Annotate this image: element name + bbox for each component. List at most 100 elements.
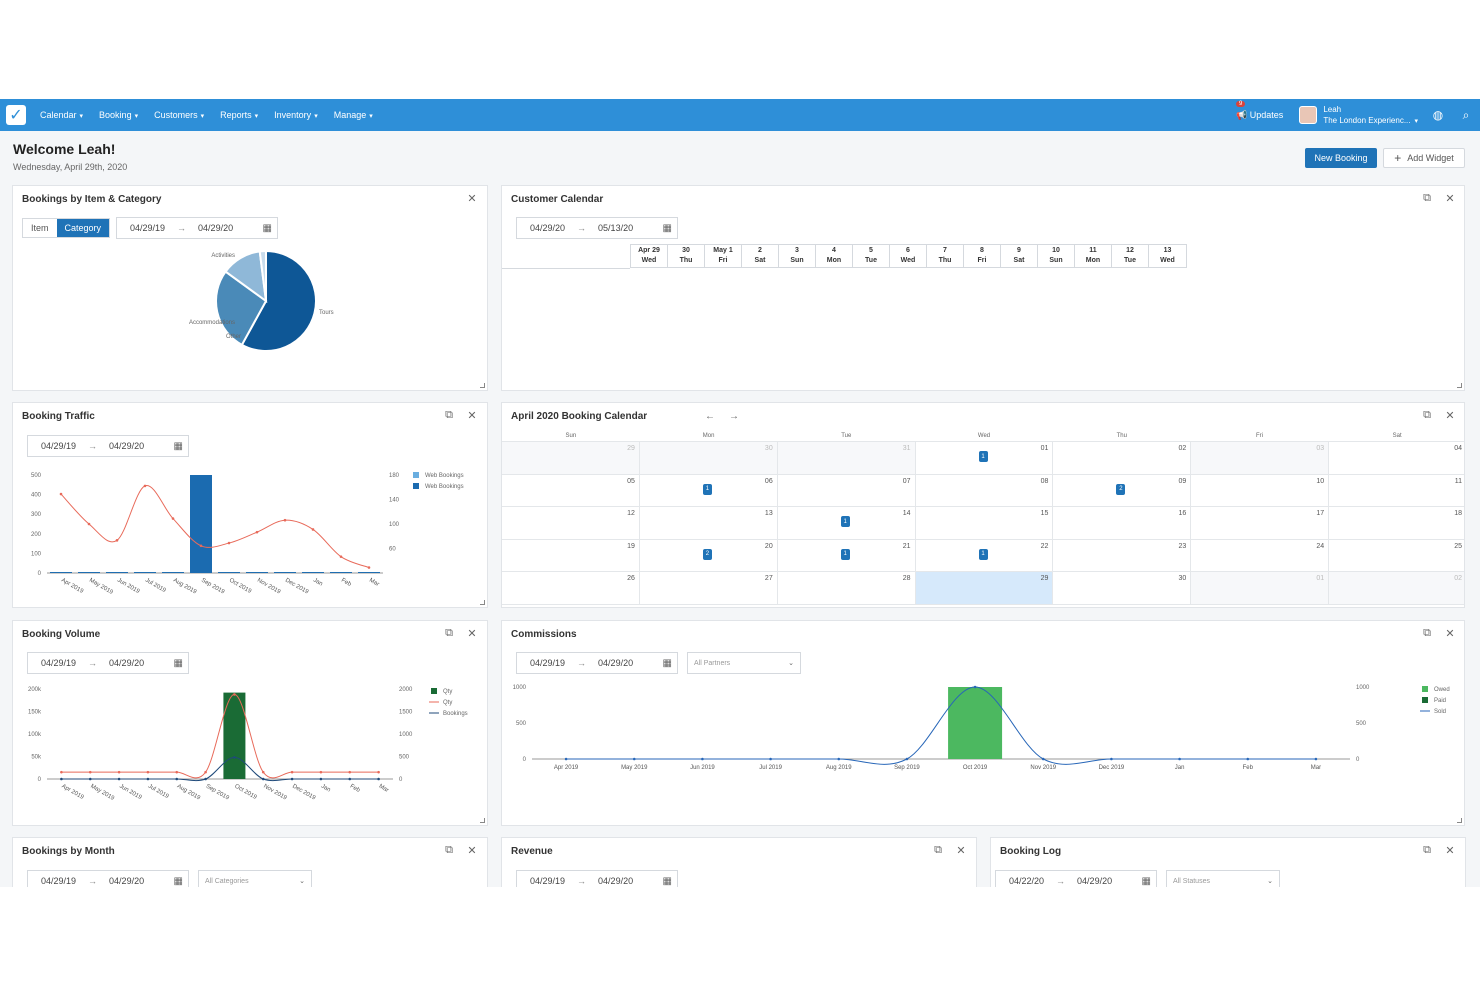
expand-icon[interactable]: ⧉ xyxy=(445,409,453,421)
chart-point xyxy=(290,770,294,774)
y-tick-label: 1000 xyxy=(513,685,527,691)
close-icon[interactable]: ✕ xyxy=(1445,628,1455,640)
nav-calendar[interactable]: Calendar ▾ xyxy=(40,110,84,120)
date-range-picker[interactable]: 04/29/19 → 04/29/20 ▦ xyxy=(27,870,189,887)
calendar-day[interactable]: 16 xyxy=(1053,507,1192,539)
calendar-day[interactable]: 29 xyxy=(502,442,640,474)
calendar-day[interactable]: 30 xyxy=(639,442,778,474)
booking-count-badge[interactable]: 2 xyxy=(702,548,712,560)
nav-booking[interactable]: Booking ▾ xyxy=(99,110,139,120)
expand-icon[interactable]: ⧉ xyxy=(445,844,453,856)
close-icon[interactable]: ✕ xyxy=(467,845,477,857)
calendar-day[interactable]: 07 xyxy=(778,474,916,507)
calendar-day[interactable]: 01 xyxy=(1191,572,1330,604)
toggle-item[interactable]: Item xyxy=(31,223,49,233)
resize-handle[interactable] xyxy=(480,600,485,605)
date-range-picker[interactable]: 04/29/19 → 04/29/20 ▦ xyxy=(516,652,678,674)
toggle-category[interactable]: Category xyxy=(56,219,110,237)
calendar-day[interactable]: 04 xyxy=(1329,442,1464,474)
close-icon[interactable]: ✕ xyxy=(467,410,477,422)
partners-select[interactable]: All Partners ⌄ xyxy=(687,652,801,674)
search-icon[interactable]: ⌕ xyxy=(1462,107,1470,122)
calendar-day[interactable]: 23 xyxy=(1053,539,1192,572)
add-widget-button[interactable]: + Add Widget xyxy=(1383,148,1465,168)
next-month-arrow-icon[interactable]: → xyxy=(729,410,739,422)
resize-handle[interactable] xyxy=(480,818,485,823)
calendar-day[interactable]: 25 xyxy=(1329,540,1464,572)
checkmark-logo-icon[interactable]: ✓ xyxy=(6,105,26,125)
calendar-icon: ▦ xyxy=(662,875,672,887)
calendar-day[interactable]: 06 1 xyxy=(640,474,778,507)
statuses-select[interactable]: All Statuses ⌄ xyxy=(1166,870,1280,887)
booking-count-badge[interactable]: 1 xyxy=(840,516,850,528)
calendar-day[interactable]: 01 1 xyxy=(916,442,1054,474)
calendar-day[interactable]: 13 xyxy=(640,507,778,539)
expand-icon[interactable]: ⧉ xyxy=(445,627,453,639)
help-icon[interactable]: ◍ xyxy=(1432,108,1444,122)
date-range-picker[interactable]: 04/22/20 → 04/29/20 ▦ xyxy=(995,870,1157,887)
date-range-picker[interactable]: 04/29/19 → 04/29/20 ▦ xyxy=(116,217,278,239)
calendar-icon: ▦ xyxy=(173,657,183,669)
calendar-day[interactable]: 15 xyxy=(916,507,1054,539)
expand-icon[interactable]: ⧉ xyxy=(1423,627,1431,639)
close-icon[interactable]: ✕ xyxy=(1445,845,1455,857)
booking-count-badge[interactable]: 1 xyxy=(978,548,988,560)
nav-inventory[interactable]: Inventory ▾ xyxy=(274,110,318,120)
prev-month-arrow-icon[interactable]: ← xyxy=(705,410,715,422)
calendar-day[interactable]: 26 xyxy=(502,572,640,604)
calendar-day[interactable]: 28 xyxy=(778,572,916,604)
close-icon[interactable]: ✕ xyxy=(1445,410,1455,422)
close-icon[interactable]: ✕ xyxy=(467,193,477,205)
resize-handle[interactable] xyxy=(1457,818,1462,823)
close-icon[interactable]: ✕ xyxy=(467,628,477,640)
date-range-picker[interactable]: 04/29/19 → 04/29/20 ▦ xyxy=(27,435,189,457)
calendar-day[interactable]: 05 xyxy=(502,474,640,507)
calendar-day[interactable]: 02 xyxy=(1053,442,1192,474)
close-icon[interactable]: ✕ xyxy=(1445,193,1455,205)
calendar-day[interactable]: 22 1 xyxy=(916,539,1054,572)
expand-icon[interactable]: ⧉ xyxy=(1423,844,1431,856)
new-booking-button[interactable]: New Booking xyxy=(1305,148,1377,168)
calendar-day[interactable]: 10 xyxy=(1191,474,1330,507)
date-range-picker[interactable]: 04/29/19 → 04/29/20 ▦ xyxy=(27,652,189,674)
calendar-day[interactable]: 08 xyxy=(916,474,1054,507)
nav-customers[interactable]: Customers ▾ xyxy=(154,110,205,120)
expand-icon[interactable]: ⧉ xyxy=(934,844,942,856)
expand-icon[interactable]: ⧉ xyxy=(1423,409,1431,421)
calendar-day[interactable]: 20 2 xyxy=(640,539,778,572)
calendar-day[interactable]: 17 xyxy=(1191,507,1330,539)
calendar-day[interactable]: 27 xyxy=(640,572,778,604)
legend-label: Paid xyxy=(1434,698,1446,704)
calendar-day[interactable]: 12 xyxy=(502,507,640,539)
date-range-picker[interactable]: 04/29/19 → 04/29/20 ▦ xyxy=(516,870,678,887)
calendar-day[interactable]: 21 1 xyxy=(778,539,916,572)
calendar-day[interactable]: 14 1 xyxy=(778,507,916,539)
nav-manage[interactable]: Manage ▾ xyxy=(333,110,373,120)
user-menu[interactable]: Leah The London Experienc... ▾ xyxy=(1323,104,1418,125)
resize-handle[interactable] xyxy=(1457,383,1462,388)
booking-count-badge[interactable]: 1 xyxy=(840,548,850,560)
booking-count-badge[interactable]: 1 xyxy=(978,451,988,462)
calendar-day[interactable]: 31 xyxy=(777,442,916,474)
calendar-day[interactable]: 30 xyxy=(1053,572,1192,604)
resize-handle[interactable] xyxy=(480,383,485,388)
calendar-day-today[interactable]: 29 xyxy=(915,572,1054,604)
avatar[interactable] xyxy=(1299,106,1318,124)
day-number: 08 xyxy=(1040,477,1049,485)
day-weekday: Mon xyxy=(826,257,842,264)
date-range-picker[interactable]: 04/29/20 → 05/13/20 ▦ xyxy=(516,217,678,239)
calendar-day[interactable]: 24 xyxy=(1191,539,1330,572)
expand-icon[interactable]: ⧉ xyxy=(1423,192,1431,204)
calendar-day[interactable]: 09 2 xyxy=(1053,474,1192,507)
close-icon[interactable]: ✕ xyxy=(956,845,966,857)
calendar-day[interactable]: 02 xyxy=(1329,572,1464,604)
categories-select[interactable]: All Categories ⌄ xyxy=(198,870,312,887)
nav-reports[interactable]: Reports ▾ xyxy=(220,110,259,120)
booking-count-badge[interactable]: 2 xyxy=(1116,483,1126,495)
updates-button[interactable]: 9 📢 Updates xyxy=(1236,100,1283,121)
calendar-day[interactable]: 03 xyxy=(1191,442,1330,474)
calendar-day[interactable]: 11 xyxy=(1329,475,1464,507)
calendar-day[interactable]: 18 xyxy=(1329,507,1464,539)
booking-count-badge[interactable]: 1 xyxy=(702,483,712,495)
calendar-day[interactable]: 19 xyxy=(502,539,640,572)
